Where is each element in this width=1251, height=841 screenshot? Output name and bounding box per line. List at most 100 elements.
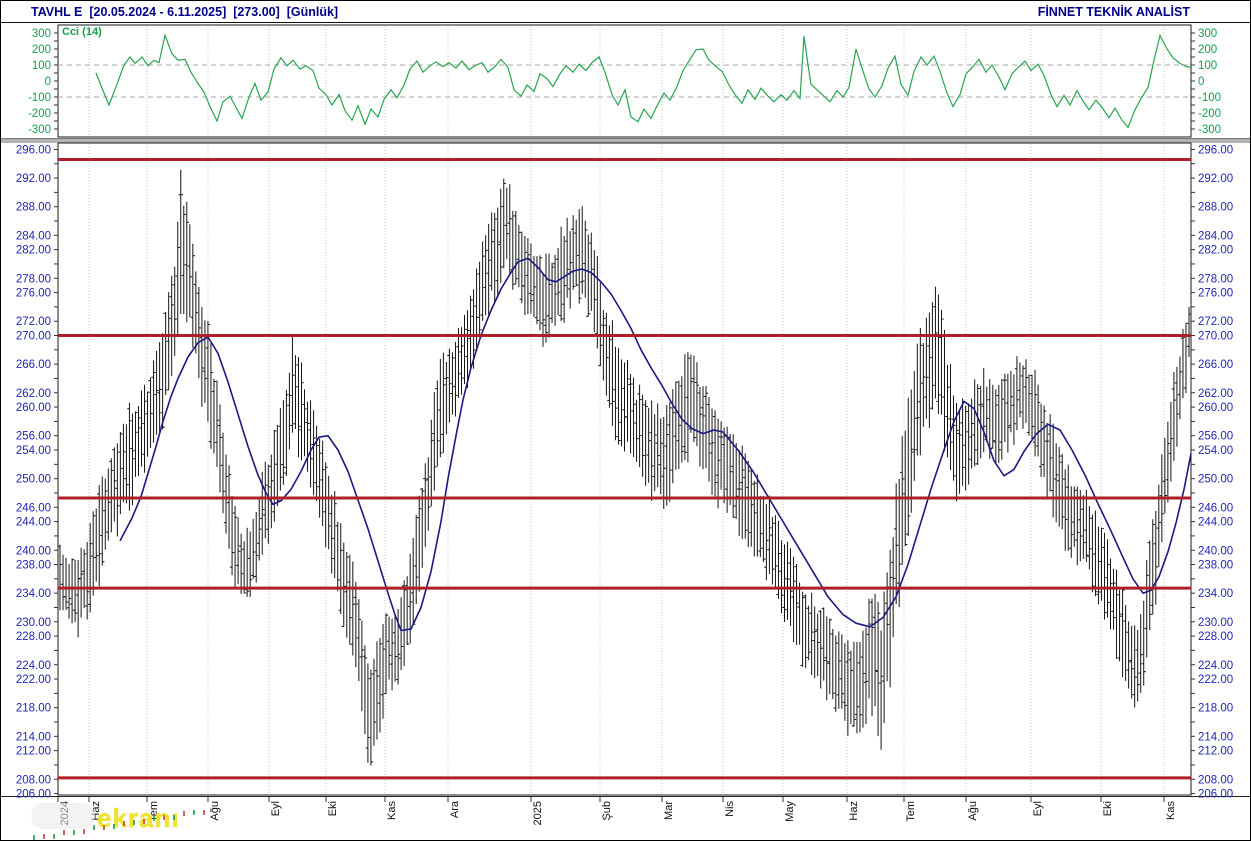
- price-axis-label: 238.00: [1198, 560, 1233, 572]
- price-axis-label: 234.00: [1198, 588, 1233, 600]
- price-axis-label: 260.00: [1198, 402, 1233, 414]
- cci-axis-label: -100: [28, 92, 51, 104]
- price-axis-label: 278.00: [1198, 273, 1233, 285]
- price-axis-label: 270.00: [1198, 331, 1233, 343]
- month-label: Kas: [1165, 801, 1177, 820]
- price-axis-label: 296.00: [16, 144, 51, 156]
- month-label: May: [784, 801, 796, 822]
- price-axis-label: 266.00: [1198, 359, 1233, 371]
- month-label: Eki: [1102, 801, 1114, 816]
- price-axis-label: 244.00: [16, 517, 51, 529]
- month-label: Nis: [724, 801, 736, 817]
- price-axis-label: 262.00: [1198, 388, 1233, 400]
- price-axis-label: 218.00: [16, 703, 51, 715]
- price-axis-label: 256.00: [1198, 431, 1233, 443]
- price-axis-label: 208.00: [1198, 774, 1233, 786]
- month-label: 2024: [59, 801, 71, 825]
- price-axis-label: 262.00: [16, 388, 51, 400]
- cci-axis-label: -200: [1198, 108, 1221, 120]
- price-axis-label: 230.00: [1198, 617, 1233, 629]
- price-axis-label: 228.00: [16, 631, 51, 643]
- price-axis-label: 282.00: [1198, 245, 1233, 257]
- month-label: Ağu: [209, 801, 221, 821]
- app-title: FİNNET TEKNİK ANALİST: [1037, 4, 1190, 19]
- cci-axis-label: 200: [32, 44, 51, 56]
- price-axis-label: 254.00: [16, 445, 51, 457]
- price-axis-label: 212.00: [1198, 746, 1233, 758]
- month-label: Tem: [148, 801, 160, 822]
- cci-axis-label: -200: [28, 108, 51, 120]
- price-axis-label: 272.00: [16, 316, 51, 328]
- price-axis-label: 222.00: [16, 674, 51, 686]
- chart-title: TAVHL E [20.05.2024 - 6.11.2025] [273.00…: [31, 4, 339, 19]
- cci-axis-label: 0: [45, 76, 51, 88]
- month-label: Eyl: [1032, 801, 1044, 816]
- price-axis-label: 222.00: [1198, 674, 1233, 686]
- price-axis-label: 206.00: [16, 789, 51, 801]
- price-axis-label: 214.00: [16, 731, 51, 743]
- cci-line: [95, 33, 1192, 129]
- month-label: Ağu: [967, 801, 979, 821]
- price-axis-label: 238.00: [16, 560, 51, 572]
- price-axis-label: 224.00: [1198, 660, 1233, 672]
- month-label: Mar: [663, 801, 675, 820]
- price-axis-label: 276.00: [1198, 288, 1233, 300]
- price-axis-label: 282.00: [16, 245, 51, 257]
- price-axis-label: 256.00: [16, 431, 51, 443]
- cci-axis-label: -300: [28, 124, 51, 136]
- month-label: Haz: [90, 801, 102, 821]
- price-axis-label: 296.00: [1198, 144, 1233, 156]
- price-axis-label: 270.00: [16, 331, 51, 343]
- price-axis-label: 250.00: [1198, 474, 1233, 486]
- title-bar: TAVHL E [20.05.2024 - 6.11.2025] [273.00…: [1, 1, 1250, 22]
- cci-axis-label: 100: [1198, 60, 1217, 72]
- cci-axis-label: 300: [1198, 28, 1217, 40]
- price-axis-label: 240.00: [16, 545, 51, 557]
- price-axis-label: 260.00: [16, 402, 51, 414]
- price-axis-label: 240.00: [1198, 545, 1233, 557]
- month-label: Kas: [386, 801, 398, 820]
- price-axis-label: 214.00: [1198, 731, 1233, 743]
- price-plot-area[interactable]: [57, 142, 1192, 796]
- price-axis-label: 228.00: [1198, 631, 1233, 643]
- price-axis-label: 266.00: [16, 359, 51, 371]
- ohlc-bars: [57, 169, 1192, 766]
- cci-plot-area[interactable]: [57, 24, 1192, 138]
- month-label: Şub: [601, 801, 613, 821]
- price-axis-label: 284.00: [1198, 230, 1233, 242]
- cci-axis-label: 100: [32, 60, 51, 72]
- price-axis-label: 230.00: [16, 617, 51, 629]
- month-label: Tem: [905, 801, 917, 822]
- price-axis-label: 292.00: [1198, 173, 1233, 185]
- price-axis-label: 288.00: [16, 202, 51, 214]
- price-axis-label: 206.00: [1198, 789, 1233, 801]
- month-label: Eyl: [270, 801, 282, 816]
- price-axis-label: 212.00: [16, 746, 51, 758]
- price-axis-label: 246.00: [1198, 502, 1233, 514]
- price-axis-label: 224.00: [16, 660, 51, 672]
- cci-axis-label: -100: [1198, 92, 1221, 104]
- price-axis-label: 246.00: [16, 502, 51, 514]
- cci-axis-label: 300: [32, 28, 51, 40]
- month-label: Ara: [449, 800, 461, 818]
- price-axis-label: 218.00: [1198, 703, 1233, 715]
- month-label: Haz: [848, 801, 860, 821]
- price-axis-label: 278.00: [16, 273, 51, 285]
- panel-separator[interactable]: [1, 138, 1251, 143]
- cci-axis-label: 0: [1198, 76, 1204, 88]
- price-axis-label: 254.00: [1198, 445, 1233, 457]
- price-axis-label: 276.00: [16, 288, 51, 300]
- price-axis-label: 288.00: [1198, 202, 1233, 214]
- price-axis-label: 234.00: [16, 588, 51, 600]
- price-axis-label: 244.00: [1198, 517, 1233, 529]
- price-axis-label: 272.00: [1198, 316, 1233, 328]
- month-label: Eki: [327, 801, 339, 816]
- price-axis-label: 292.00: [16, 173, 51, 185]
- price-axis-label: 250.00: [16, 474, 51, 486]
- cci-axis-label: 200: [1198, 44, 1217, 56]
- cci-axis-label: -300: [1198, 124, 1221, 136]
- price-axis-label: 284.00: [16, 230, 51, 242]
- price-axis-label: 208.00: [16, 774, 51, 786]
